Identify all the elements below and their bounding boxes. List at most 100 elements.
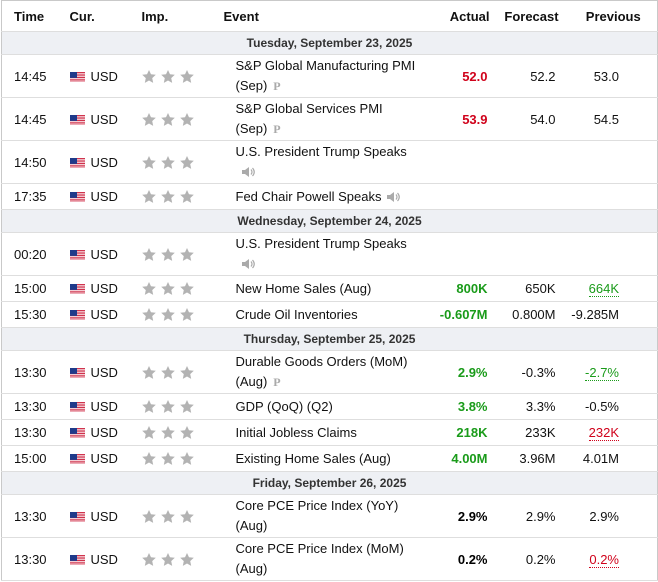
- currency: USD: [69, 97, 142, 141]
- actual-cell: 3.8%: [423, 393, 494, 420]
- event-row: 13:30 USD Core PCE Price Index (MoM) (Aug)…: [1, 537, 658, 581]
- event-row: 15:30 USD Crude Oil Inventories -0.607M 0.80…: [1, 301, 658, 328]
- column-header: Cur.: [69, 0, 142, 32]
- time: 13:30: [1, 393, 70, 420]
- previous: 2.9%: [589, 508, 619, 524]
- forecast-cell: [493, 232, 570, 276]
- event-row: 13:30 USD Core PCE Price Index (YoY) (Aug)…: [1, 494, 658, 538]
- currency-code: USD: [90, 425, 118, 440]
- previous-cell: [569, 140, 658, 184]
- time: 13:30: [1, 494, 70, 538]
- previous: 53.0: [593, 68, 619, 84]
- event-name: U.S. President Trump Speaks: [235, 144, 407, 159]
- event: S&P Global Manufacturing PMI (Sep) P: [223, 54, 424, 98]
- currency: USD: [69, 140, 142, 184]
- previous-cell: 2.9%: [569, 494, 658, 538]
- actual-cell: [423, 232, 494, 276]
- event: Durable Goods Orders (MoM) (Aug) P: [223, 350, 424, 394]
- previous-cell: 54.5: [569, 97, 658, 141]
- actual: 800K: [456, 281, 488, 296]
- header-row: Time Cur. Imp. Event Actual Forecast Previous: [1, 0, 658, 32]
- column-header: Event: [223, 0, 424, 32]
- event: U.S. President Trump Speaks: [223, 232, 424, 276]
- actual: 2.9%: [457, 508, 488, 524]
- actual-cell: 0.2%: [423, 537, 494, 581]
- currency-code: USD: [90, 154, 118, 170]
- importance: [141, 419, 224, 446]
- date-heading: Thursday, September 25, 2025: [1, 327, 658, 351]
- currency: USD: [69, 445, 142, 472]
- forecast-cell: 2.9%: [493, 494, 570, 538]
- event-row: 14:50 USD U.S. President Trump Speaks: [1, 140, 658, 184]
- currency-code: USD: [90, 399, 118, 414]
- actual: 218K: [456, 425, 488, 440]
- date-row: Friday, September 26, 2025: [1, 471, 658, 495]
- previous-cell: [569, 183, 658, 210]
- actual-cell: [423, 183, 494, 210]
- forecast: -0.3%: [521, 364, 556, 380]
- importance: [141, 183, 224, 210]
- previous-cell: 0.2%: [569, 537, 658, 581]
- currency-code: USD: [90, 111, 118, 127]
- currency-code: USD: [90, 551, 118, 567]
- previous: 4.01M: [582, 451, 619, 466]
- event-name: Core PCE Price Index (YoY) (Aug): [235, 498, 399, 533]
- currency: USD: [69, 494, 142, 538]
- previous: 232K: [588, 425, 619, 441]
- event-row: 14:45 USD S&P Global Manufacturing PMI (Se…: [1, 54, 658, 98]
- importance: [141, 232, 224, 276]
- previous-cell: 664K: [569, 275, 658, 302]
- time: 14:45: [1, 97, 70, 141]
- event-name: New Home Sales (Aug): [235, 280, 372, 296]
- previous: 664K: [588, 281, 619, 297]
- time: 13:30: [1, 350, 70, 394]
- time: 14:50: [1, 140, 70, 184]
- forecast: 3.3%: [525, 399, 556, 414]
- currency-code: USD: [90, 246, 118, 262]
- time: 00:20: [1, 232, 70, 276]
- currency: USD: [69, 232, 142, 276]
- event: Initial Jobless Claims: [223, 419, 424, 446]
- time: 15:30: [1, 301, 70, 328]
- forecast-cell: 3.96M: [493, 445, 570, 472]
- event-row: 13:30 USD Initial Jobless Claims 218K 233K 23…: [1, 419, 658, 446]
- importance: [141, 54, 224, 98]
- event: Core PCE Price Index (MoM) (Aug): [223, 537, 424, 581]
- event-row: 00:20 USD U.S. President Trump Speaks: [1, 232, 658, 276]
- event-name: Core PCE Price Index (MoM) (Aug): [235, 541, 404, 576]
- actual: 53.9: [462, 111, 488, 127]
- forecast: 233K: [525, 425, 556, 440]
- currency: USD: [69, 183, 142, 210]
- forecast-cell: 650K: [493, 275, 570, 302]
- actual: -0.607M: [439, 307, 488, 322]
- event-row: 15:00 USD New Home Sales (Aug) 800K 650K 664K: [1, 275, 658, 302]
- currency: USD: [69, 301, 142, 328]
- previous-cell: 4.01M: [569, 445, 658, 472]
- previous-cell: -2.7%: [569, 350, 658, 394]
- column-header: Forecast: [493, 0, 570, 32]
- event-row: 13:30 USD GDP (QoQ) (Q2) 3.8% 3.3% -0.5%: [1, 393, 658, 420]
- event-name: S&P Global Services PMI (Sep): [235, 101, 383, 136]
- forecast: 52.2: [530, 68, 556, 84]
- date-heading: Friday, September 26, 2025: [1, 471, 658, 495]
- forecast-cell: 0.2%: [493, 537, 570, 581]
- forecast-cell: 54.0: [493, 97, 570, 141]
- table-body: Tuesday, September 23, 2025 14:45 USD S&P G…: [1, 31, 658, 581]
- time: 13:30: [1, 537, 70, 581]
- currency-code: USD: [90, 281, 118, 296]
- forecast: 54.0: [530, 111, 556, 127]
- event-name: Durable Goods Orders (MoM) (Aug): [235, 354, 408, 389]
- actual: 52.0: [462, 68, 488, 84]
- currency-code: USD: [90, 364, 118, 380]
- event: S&P Global Services PMI (Sep) P: [223, 97, 424, 141]
- forecast: 650K: [525, 281, 556, 296]
- event-name: Crude Oil Inventories: [235, 306, 358, 322]
- event-name: Existing Home Sales (Aug): [235, 450, 391, 466]
- actual: 3.8%: [457, 399, 488, 414]
- actual: 2.9%: [457, 364, 488, 380]
- currency: USD: [69, 419, 142, 446]
- previous-cell: -9.285M: [569, 301, 658, 328]
- forecast-cell: [493, 183, 570, 210]
- actual-cell: 52.0: [423, 54, 494, 98]
